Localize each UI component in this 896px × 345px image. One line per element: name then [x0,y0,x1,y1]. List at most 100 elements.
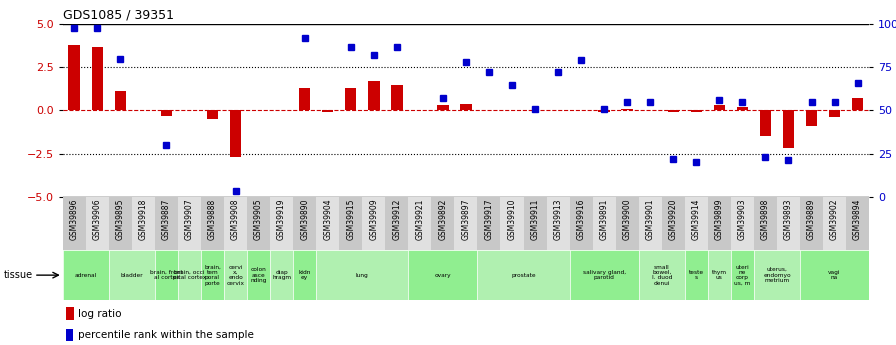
Text: GSM39907: GSM39907 [185,198,194,240]
Bar [478,197,501,250]
Bar [160,110,172,116]
Text: GSM39889: GSM39889 [807,198,816,240]
Text: brain,
tem
poral
porte: brain, tem poral porte [204,265,221,286]
Bar [247,197,270,250]
Text: GSM39901: GSM39901 [646,198,655,240]
Bar [207,110,219,119]
Bar [662,197,685,250]
Bar [201,197,224,250]
Text: adrenal: adrenal [74,273,97,278]
Bar [368,81,380,110]
Text: kidn
ey: kidn ey [298,270,311,280]
Text: GSM39904: GSM39904 [323,198,332,240]
Text: lung: lung [356,273,368,278]
Bar [708,197,731,250]
Text: GSM39905: GSM39905 [254,198,263,240]
Text: uterus,
endomyo
metrium: uterus, endomyo metrium [763,267,791,283]
Text: ovary: ovary [435,273,452,278]
Bar [829,110,840,117]
Text: GSM39894: GSM39894 [853,198,862,240]
Bar [547,197,570,250]
Text: colon
asce
nding: colon asce nding [250,267,267,283]
Bar [178,250,201,300]
Text: GSM39900: GSM39900 [623,198,632,240]
Text: GSM39918: GSM39918 [139,198,148,240]
Bar [461,104,471,110]
Text: GSM39902: GSM39902 [830,198,839,240]
Bar [523,197,547,250]
Bar [760,110,771,136]
Bar [800,197,823,250]
Bar [385,197,409,250]
Text: GSM39887: GSM39887 [162,198,171,240]
Bar [115,91,126,110]
Text: GSM39893: GSM39893 [784,198,793,240]
Bar [293,250,316,300]
Text: GSM39913: GSM39913 [554,198,563,240]
Text: tissue: tissue [4,270,33,280]
Text: GSM39917: GSM39917 [485,198,494,240]
Bar [409,197,431,250]
Bar [63,197,86,250]
Bar [63,250,108,300]
Text: GSM39916: GSM39916 [577,198,586,240]
Bar [731,197,754,250]
Text: GSM39903: GSM39903 [738,198,747,240]
Bar [345,88,357,110]
Bar [66,307,74,320]
Bar [409,250,478,300]
Text: thym
us: thym us [711,270,727,280]
Text: GDS1085 / 39351: GDS1085 / 39351 [63,9,174,22]
Text: GSM39915: GSM39915 [346,198,355,240]
Bar [685,250,708,300]
Text: log ratio: log ratio [79,309,122,318]
Bar [691,110,702,112]
Text: GSM39906: GSM39906 [93,198,102,240]
Text: GSM39912: GSM39912 [392,198,401,240]
Text: bladder: bladder [121,273,143,278]
Bar [713,105,725,110]
Text: uteri
ne
corp
us, m: uteri ne corp us, m [734,265,751,286]
Text: GSM39896: GSM39896 [70,198,79,240]
Bar [800,250,869,300]
Text: cervi
x,
endo
cervix: cervi x, endo cervix [227,265,245,286]
Bar [737,107,748,110]
Text: GSM39895: GSM39895 [116,198,125,240]
Bar [570,250,639,300]
Text: GSM39890: GSM39890 [300,198,309,240]
Text: GSM39911: GSM39911 [530,198,539,240]
Bar [570,197,592,250]
Text: GSM39920: GSM39920 [668,198,677,240]
Bar [783,110,794,148]
Bar [437,105,449,110]
Text: GSM39919: GSM39919 [277,198,286,240]
Text: teste
s: teste s [689,270,704,280]
Text: GSM39908: GSM39908 [231,198,240,240]
Bar [293,197,316,250]
Bar [823,197,846,250]
Text: GSM39910: GSM39910 [507,198,516,240]
Bar [132,197,155,250]
Bar [668,110,679,112]
Bar [622,109,633,110]
Bar [270,197,293,250]
Bar [478,250,570,300]
Text: GSM39888: GSM39888 [208,198,217,239]
Text: GSM39892: GSM39892 [438,198,447,240]
Bar [86,197,108,250]
Bar [108,250,155,300]
Bar [754,197,777,250]
Text: vagi
na: vagi na [828,270,840,280]
Bar [592,197,616,250]
Bar [340,197,362,250]
Bar [68,45,80,110]
Bar [155,250,178,300]
Bar [322,110,333,112]
Bar [599,110,610,112]
Bar [639,250,685,300]
Bar [731,250,754,300]
Text: GSM39914: GSM39914 [692,198,701,240]
Bar [316,250,409,300]
Text: salivary gland,
parotid: salivary gland, parotid [582,270,625,280]
Bar [431,197,454,250]
